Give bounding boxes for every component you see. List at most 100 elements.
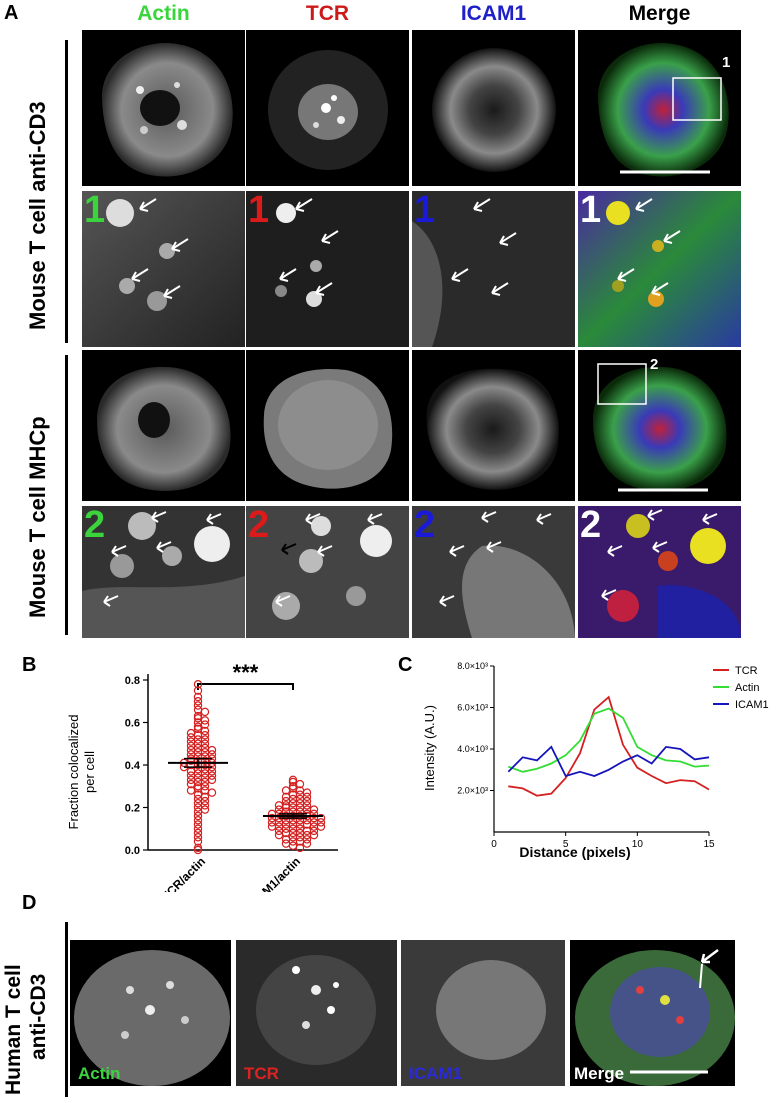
chart-b-ytick-label: 0.0 (125, 845, 140, 857)
zoom-number-merge-1: 1 (580, 191, 602, 231)
chart-b-point (193, 837, 203, 846)
chart-b-point (200, 805, 210, 814)
chart-b-point (207, 788, 217, 797)
chart-b-point (200, 726, 210, 736)
chart-b-point (316, 822, 326, 831)
row-bracket-mhcp (65, 355, 68, 635)
chart-b-point (193, 845, 203, 855)
chart-b-ylabel-line2: per cell (82, 751, 97, 793)
zoom-region-number-2: 2 (650, 356, 659, 373)
chart-b-point (309, 826, 319, 836)
chart-c-series-line (507, 707, 710, 773)
chart-b-point (200, 707, 210, 717)
chart-b-point (316, 818, 326, 827)
zoom-number-actin-1: 1 (84, 191, 106, 231)
chart-c-series-line (507, 745, 710, 778)
chart-b-point (309, 805, 319, 814)
chart-c-xtick-label: 15 (703, 839, 715, 850)
chart-b-point (193, 686, 203, 695)
image-icam1-mhcp (412, 350, 575, 501)
image-tcr-mhcp (246, 350, 409, 501)
row-label-mouse-anti-cd3: Mouse T cell anti-CD3 (25, 101, 50, 330)
row-bracket-human (65, 922, 68, 1097)
zoom-icam1-2: 2 (412, 506, 575, 638)
zoom-actin-2: 2 (82, 506, 245, 638)
chart-b-point (193, 807, 203, 816)
chart-c-ytick-label: 6.0×10³ (457, 703, 488, 713)
chart-c-xlabel: Distance (pixels) (519, 844, 630, 860)
panel-letter-b: B (22, 654, 37, 676)
panel-letter-d: D (22, 892, 37, 914)
image-icam1-human: ICAM1 (401, 940, 565, 1086)
channel-label-actin-human: Actin (78, 1064, 121, 1083)
chart-b-point (302, 839, 312, 848)
chart-b-point (267, 813, 277, 823)
chart-c-ytick-label: 2.0×10³ (457, 786, 488, 796)
chart-c-svg: Intensity (A.U.) Distance (pixels) 2.0×1… (422, 661, 769, 860)
image-actin-anti-cd3 (82, 30, 245, 186)
chart-c-legend-label: Actin (735, 682, 759, 694)
column-title-merge: Merge (628, 2, 691, 25)
chart-b-ytick-label: 0.6 (125, 718, 140, 730)
chart-b-significance-bracket (197, 683, 294, 690)
chart-b-point (207, 775, 217, 785)
chart-b-category-label: TCR/actin (159, 854, 209, 892)
image-merge-anti-cd3: 1 (578, 30, 741, 186)
image-actin-human: Actin (70, 940, 231, 1086)
zoom-merge-1: 1 (578, 191, 741, 347)
chart-b-category-label: ICAM1/actin (245, 854, 303, 892)
chart-b-point (288, 841, 298, 850)
chart-b-point (193, 697, 203, 706)
column-title-actin: Actin (137, 2, 190, 25)
chart-b-point (267, 822, 277, 831)
zoom-tcr-1: 1 (246, 191, 409, 347)
image-tcr-human: TCR (236, 940, 397, 1086)
chart-b-point (200, 735, 210, 744)
chart-b-point (200, 777, 210, 787)
chart-b-point (193, 828, 203, 838)
chart-b-point (281, 839, 291, 848)
chart-b-point (193, 701, 203, 710)
chart-b-point (200, 739, 210, 748)
chart-b-point (193, 833, 203, 842)
chart-b-point (267, 818, 277, 827)
chart-c-ylabel: Intensity (A.U.) (422, 705, 437, 791)
column-title-icam1: ICAM1 (460, 2, 527, 25)
chart-b-significance: *** (233, 660, 259, 685)
chart-b-ytick-label: 0.4 (125, 760, 141, 772)
human-label-line2: anti-CD3 (27, 973, 50, 1060)
panel-letter-a: A (4, 2, 19, 24)
zoom-icam1-1: 1 (412, 191, 575, 347)
image-merge-human: Merge (570, 940, 735, 1086)
chart-b-ylabel-line1: Fraction colocalized (66, 715, 81, 830)
chart-b-point (309, 830, 319, 840)
chart-b-point (193, 820, 203, 829)
chart-c-ytick-label: 4.0×10³ (457, 744, 488, 754)
zoom-number-actin-2: 2 (84, 506, 106, 546)
chart-b-point (193, 816, 203, 825)
chart-b-point (193, 824, 203, 833)
chart-b-point (316, 813, 326, 823)
chart-b-point (267, 809, 277, 819)
chart-b-point (193, 811, 203, 821)
zoom-actin-1: 1 (82, 191, 245, 347)
zoom-number-icam1-1: 1 (414, 191, 436, 231)
image-actin-mhcp (82, 350, 245, 501)
chart-b-ytick-label: 0.8 (125, 675, 140, 687)
channel-label-merge-human: Merge (574, 1064, 625, 1083)
zoom-number-icam1-2: 2 (414, 506, 436, 546)
chart-c-series-line (508, 695, 710, 797)
zoom-tcr-2: 2 (246, 506, 409, 638)
chart-c-xtick-label: 5 (563, 839, 569, 850)
chart-b-point (200, 731, 210, 740)
image-merge-mhcp: 2 (578, 350, 741, 501)
chart-b-point (281, 786, 291, 795)
chart-c-legend-label: ICAM1 (735, 699, 769, 711)
chart-b-ytick-label: 0.2 (125, 803, 140, 815)
zoom-number-merge-2: 2 (580, 506, 602, 546)
image-icam1-anti-cd3 (412, 30, 575, 186)
chart-b-point (295, 843, 305, 853)
human-label-line1: Human T cell (2, 964, 25, 1095)
chart-c-ytick-label: 8.0×10³ (457, 661, 488, 671)
channel-label-icam1-human: ICAM1 (409, 1064, 462, 1083)
